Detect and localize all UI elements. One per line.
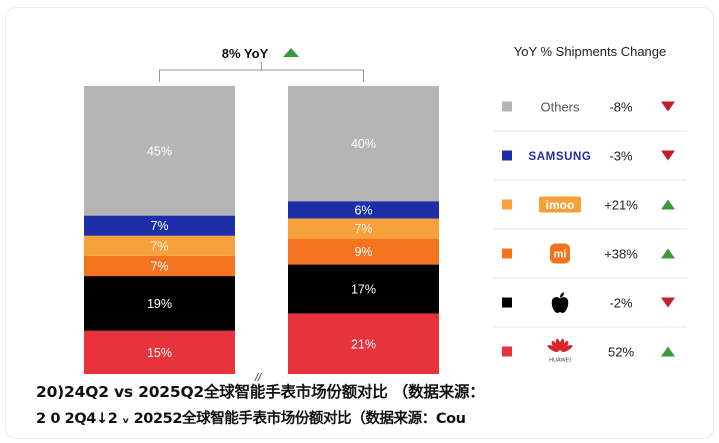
bar-segment-apple-2025Q2 [288, 264, 439, 314]
yoy-annotation-text: 8% YoY [222, 46, 269, 61]
legend-label-others: Others [540, 100, 580, 115]
down-arrow-icon [661, 101, 675, 112]
up-arrow-icon [661, 199, 675, 210]
imoo-logo: imoo [546, 198, 575, 212]
xiaomi-logo-badge [550, 243, 570, 264]
bar-label-samsung-2025Q2: 6% [354, 203, 372, 217]
bar-segment-xiaomi-2025Q2 [288, 238, 439, 265]
legend-change-huawei: 52% [608, 345, 634, 360]
down-arrow-icon [661, 150, 675, 161]
apple-logo-icon [551, 292, 569, 313]
legend-title: YoY % Shipments Change [514, 44, 667, 59]
legend-change-samsung: -3% [609, 149, 633, 164]
yoy-up-arrow-icon [283, 48, 299, 57]
imoo-logo-badge [539, 196, 581, 213]
bar-label-imoo-2024Q2: 7% [150, 239, 168, 253]
huawei-logo-petal-0 [547, 344, 559, 353]
up-arrow-icon [661, 248, 675, 259]
down-arrow-icon [661, 297, 675, 308]
bar-label-imoo-2025Q2: 7% [354, 222, 372, 236]
bar-label-xiaomi-2024Q2: 7% [150, 260, 168, 274]
bar-segment-others-2024Q2 [84, 86, 235, 216]
bar-segment-huawei-2025Q2 [288, 313, 439, 374]
legend-swatch-xiaomi [502, 248, 512, 259]
bar-segment-others-2025Q2 [288, 86, 439, 202]
bar-segment-xiaomi-2024Q2 [84, 255, 235, 277]
legend-swatch-huawei [502, 346, 512, 357]
bar-label-samsung-2024Q2: 7% [150, 219, 168, 233]
yoy-bracket [159, 69, 364, 82]
axis-break-mark: // [254, 372, 262, 384]
huawei-logo-petal-4 [560, 340, 569, 352]
bar-label-huawei-2025Q2: 21% [351, 337, 376, 351]
huawei-logo-petal-5 [561, 344, 573, 353]
caption-line-2: 2 0 2Q4↓2 ᵥ 20252全球智能手表市场份额对比（数据来源：Cou [36, 411, 466, 427]
bar-label-apple-2024Q2: 19% [147, 297, 172, 311]
up-arrow-icon [661, 346, 675, 357]
legend-change-apple: -2% [609, 296, 633, 311]
bar-segment-apple-2024Q2 [84, 276, 235, 331]
legend-change-imoo: +21% [604, 198, 638, 213]
bar-label-others-2025Q2: 40% [351, 137, 376, 151]
huawei-logo-text: HUAWEI [549, 358, 571, 364]
legend-swatch-samsung [502, 150, 512, 161]
legend-swatch-others [502, 101, 512, 112]
xiaomi-logo: mi [554, 249, 567, 261]
legend-change-xiaomi: +38% [604, 247, 638, 262]
bar-label-xiaomi-2025Q2: 9% [354, 245, 372, 259]
bar-label-apple-2025Q2: 17% [351, 283, 376, 297]
bar-label-others-2024Q2: 45% [147, 144, 172, 158]
bar-segment-samsung-2024Q2 [84, 215, 235, 236]
samsung-logo: SAMSUNG [529, 151, 592, 163]
bar-segment-huawei-2024Q2 [84, 330, 235, 374]
caption-line-1: 20)24Q2 vs 2025Q2全球智能手表市场份额对比 （数据来源： [36, 383, 485, 401]
bar-label-huawei-2024Q2: 15% [147, 346, 172, 360]
legend-swatch-imoo [502, 199, 512, 210]
legend-swatch-apple [502, 297, 512, 308]
legend-change-others: -8% [609, 100, 633, 115]
bar-segment-imoo-2025Q2 [288, 218, 439, 239]
bar-segment-samsung-2025Q2 [288, 201, 439, 219]
bar-segment-imoo-2024Q2 [84, 235, 235, 256]
